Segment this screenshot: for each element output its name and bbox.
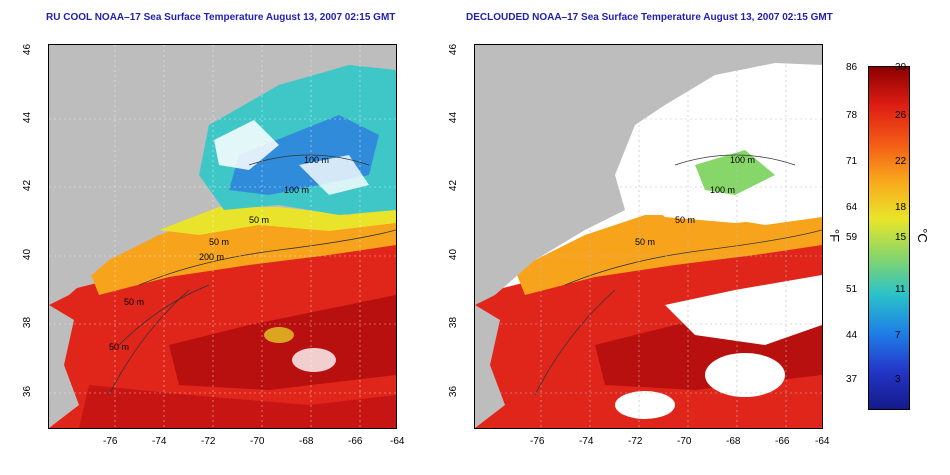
right-panel-title: DECLOUDED NOAA–17 Sea Surface Temperatur… [466, 12, 833, 23]
cloud-mask-south-1 [665, 275, 822, 345]
lon-tick: -70 [250, 436, 265, 447]
cloud-patch-1 [292, 348, 336, 372]
contour-100m [674, 154, 796, 166]
c-tick: 26 [895, 110, 907, 121]
coastline-south [49, 305, 79, 428]
contour-200m [564, 229, 822, 286]
c-tick: 30 [895, 62, 907, 73]
cloud-white-2 [299, 155, 369, 195]
celsius-unit-label: °C [914, 228, 930, 243]
lat-tick: 42 [22, 179, 34, 192]
cloud-mask-south-3 [615, 391, 675, 419]
contour-label-50m-a: 50 m [675, 215, 695, 225]
f-tick: 59 [846, 232, 858, 243]
contour-label-100m-b: 100 m [284, 185, 309, 195]
cool-patches [695, 150, 775, 195]
f-tick: 37 [846, 374, 858, 385]
lat-tick: 40 [448, 248, 460, 261]
right-sst-map: 100 m 100 m 50 m 50 m [475, 45, 822, 428]
c-tick: 3 [895, 374, 901, 385]
lat-tick: 46 [448, 43, 460, 56]
right-map-panel: 100 m 100 m 50 m 50 m [474, 44, 823, 429]
lat-tick: 38 [448, 316, 460, 329]
left-panel-title: RU COOL NOAA–17 Sea Surface Temperature … [46, 12, 396, 23]
contour-100m [248, 154, 370, 166]
left-map-panel: 100 m 100 m 50 m 50 m 200 m 50 m 50 m [48, 44, 397, 429]
cloud-mask-south-2 [705, 353, 785, 397]
cloud-white-1 [214, 120, 279, 170]
lat-tick: 36 [22, 385, 34, 398]
coastline-south [475, 305, 505, 428]
contour-label-100m-a: 100 m [730, 155, 755, 165]
lat-tick: 38 [22, 316, 34, 329]
f-tick: 86 [846, 62, 858, 73]
lat-tick: 40 [22, 248, 34, 261]
c-tick: 15 [895, 232, 907, 243]
temperature-colorbar [868, 66, 910, 410]
contour-label-50m-b: 50 m [209, 237, 229, 247]
f-tick: 44 [846, 330, 858, 341]
left-sst-map: 100 m 100 m 50 m 50 m 200 m 50 m 50 m [49, 45, 396, 428]
contour-50m [118, 284, 210, 346]
f-tick: 64 [846, 202, 858, 213]
contour-label-50m-c: 50 m [124, 297, 144, 307]
contour-200m [138, 229, 396, 286]
lon-tick: -68 [726, 436, 741, 447]
lon-tick: -72 [628, 436, 643, 447]
f-tick: 51 [846, 284, 858, 295]
lat-tick: 36 [448, 385, 460, 398]
lon-tick: -76 [530, 436, 545, 447]
lat-tick: 46 [22, 43, 34, 56]
land-mass [475, 45, 822, 305]
lon-tick: -68 [299, 436, 314, 447]
cloud-mask-north [625, 75, 822, 223]
lat-tick: 44 [448, 111, 460, 124]
contour-label-50m-d: 50 m [109, 342, 129, 352]
lon-tick: -70 [677, 436, 692, 447]
map-gridlines [49, 45, 396, 428]
c-tick: 11 [895, 284, 906, 295]
cloud-patch-2 [264, 327, 294, 343]
lon-tick: -66 [775, 436, 790, 447]
land-mass [49, 45, 396, 305]
f-tick: 78 [846, 110, 858, 121]
contour-shelf [108, 289, 190, 396]
lon-tick: -64 [815, 436, 830, 447]
contour-shelf [534, 289, 616, 396]
contour-label-50m-a: 50 m [249, 215, 269, 225]
contour-label-50m-b: 50 m [635, 237, 655, 247]
lon-tick: -76 [103, 436, 118, 447]
lon-tick: -72 [201, 436, 216, 447]
lon-tick: -74 [152, 436, 167, 447]
lon-tick: -74 [579, 436, 594, 447]
lon-tick: -64 [390, 436, 405, 447]
contour-label-200m: 200 m [199, 252, 224, 262]
map-gridlines [475, 45, 822, 428]
c-tick: 18 [895, 202, 907, 213]
lon-tick: -66 [348, 436, 363, 447]
fahrenheit-unit-label: °F [827, 228, 843, 243]
lat-tick: 42 [448, 179, 460, 192]
gulf-stream-south [79, 385, 396, 428]
c-tick: 22 [895, 156, 907, 167]
contour-label-100m-a: 100 m [304, 155, 329, 165]
contour-label-100m-b: 100 m [710, 185, 735, 195]
lat-tick: 44 [22, 111, 34, 124]
f-tick: 71 [846, 156, 858, 167]
shelf-yellow [159, 205, 396, 235]
c-tick: 7 [895, 330, 901, 341]
